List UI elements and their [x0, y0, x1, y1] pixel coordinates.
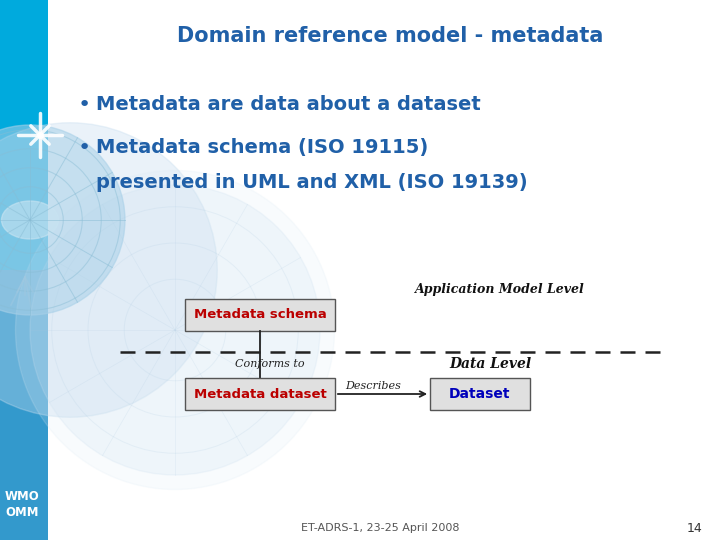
Text: Conforms to: Conforms to: [235, 359, 305, 369]
Bar: [0, 270, 48, 540]
Bar: [0, 0, 48, 270]
FancyBboxPatch shape: [185, 299, 335, 331]
Circle shape: [16, 171, 335, 489]
Text: OMM: OMM: [5, 507, 38, 519]
Circle shape: [0, 125, 125, 315]
Text: Data Level: Data Level: [449, 357, 531, 371]
Text: Metadata schema: Metadata schema: [194, 308, 326, 321]
Text: Metadata schema (ISO 19115): Metadata schema (ISO 19115): [96, 138, 428, 158]
Text: WMO: WMO: [5, 490, 40, 503]
Text: Dataset: Dataset: [449, 387, 510, 401]
Text: Describes: Describes: [345, 381, 401, 391]
Text: •: •: [78, 95, 91, 115]
Text: Metadata are data about a dataset: Metadata are data about a dataset: [96, 96, 481, 114]
Circle shape: [0, 123, 217, 417]
Text: ET-ADRS-1, 23-25 April 2008: ET-ADRS-1, 23-25 April 2008: [301, 523, 459, 533]
Text: Domain reference model - metadata: Domain reference model - metadata: [177, 26, 603, 46]
Text: Metadata dataset: Metadata dataset: [194, 388, 326, 401]
Text: Application Model Level: Application Model Level: [415, 284, 585, 296]
Ellipse shape: [1, 201, 58, 239]
Circle shape: [30, 185, 320, 475]
Text: 14: 14: [687, 522, 703, 535]
FancyBboxPatch shape: [430, 378, 530, 410]
FancyBboxPatch shape: [185, 378, 335, 410]
Text: presented in UML and XML (ISO 19139): presented in UML and XML (ISO 19139): [96, 173, 528, 192]
Text: •: •: [78, 138, 91, 158]
